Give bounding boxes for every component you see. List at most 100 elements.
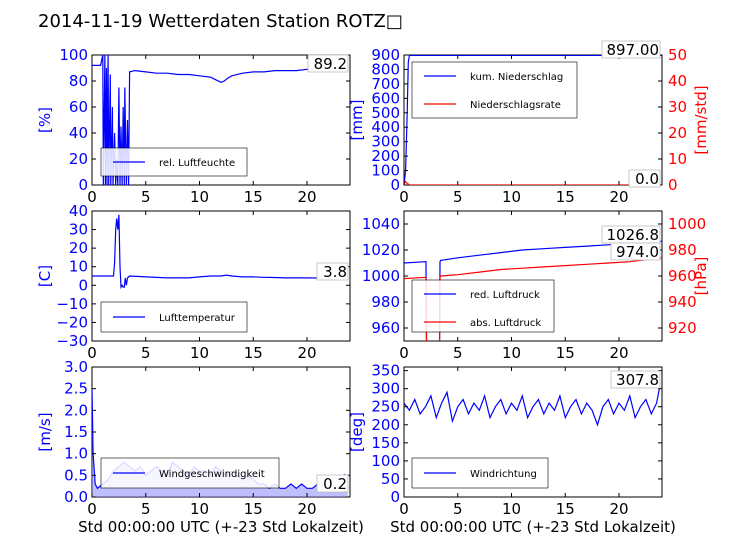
x-tick-label: 0 [87, 500, 97, 518]
y-tick-label-right: 940 [668, 293, 697, 311]
y-tick-label-right: 960 [668, 267, 697, 285]
x-tick-label: 15 [244, 344, 263, 362]
y-tick-label: 40 [69, 124, 88, 142]
y-axis-label: [mm] [348, 100, 366, 141]
y-tick-label-right: 50 [668, 46, 687, 64]
y-tick-label-right: 20 [668, 124, 687, 142]
x-tick-label: 5 [141, 500, 151, 518]
y-tick-label: 1.5 [64, 423, 88, 441]
x-tick-label: 20 [609, 344, 628, 362]
legend-label: Niederschlagsrate [470, 100, 561, 111]
panel-0: 0 5 10 15 20 0 20 40 60 80 100 [%] 89.2 rel. Luftfeuc… [36, 46, 351, 206]
x-tick-label: 0 [399, 344, 409, 362]
legend: Windgeschwindigkeit [100, 457, 280, 489]
x-tick-label: 5 [453, 500, 463, 518]
y-tick-label: 0 [390, 488, 400, 506]
panel-3: 0 5 10 15 20 960 980 1000 1020 1040 920 940 960 980 10… [362, 210, 710, 362]
legend-label: abs. Luftdruck [470, 318, 541, 329]
figure-title: 2014-11-19 Wetterdaten Station ROTZ□ [38, 11, 403, 32]
current-value: 89.2 [314, 55, 347, 73]
current-value: 3.8 [323, 263, 347, 281]
value-box [628, 169, 661, 188]
x-tick-label: 10 [190, 188, 209, 206]
y-axis-label: [m/s] [36, 412, 54, 451]
y-tick-label-right: 40 [668, 72, 687, 90]
legend-box [100, 147, 248, 177]
x-tick-label: 15 [244, 500, 263, 518]
y-tick-label: 800 [371, 60, 400, 78]
x-tick-label: 10 [502, 344, 521, 362]
y-tick-label: 200 [371, 416, 400, 434]
y-tick-label: −30 [56, 332, 88, 350]
x-tick-label: 20 [297, 500, 316, 518]
legend-label: red. Luftdruck [470, 290, 540, 301]
panel-4: 0 5 10 15 20 0.0 0.5 1.0 1.5 2.0 2.5 3.0 [m/s] Std 00… [36, 358, 364, 536]
value-box [601, 40, 661, 59]
y-tick-label: 200 [371, 147, 400, 165]
value-box [610, 370, 661, 389]
legend-box [411, 61, 578, 119]
legend-label: kum. Niederschlag [470, 72, 563, 83]
y-tick-label: 100 [371, 452, 400, 470]
y-tick-label: 10 [69, 258, 88, 276]
x-tick-label: 15 [556, 344, 575, 362]
y-tick-label: 600 [371, 89, 400, 107]
x-tick-label: 0 [399, 500, 409, 518]
x-tick-label: 5 [141, 344, 151, 362]
y-axis-label-right: [hPa] [692, 257, 710, 296]
y-tick-label: 2.0 [64, 401, 88, 419]
y-tick-label: 30 [69, 221, 88, 239]
legend: Lufttemperatur [100, 301, 248, 333]
x-tick-label: 20 [609, 188, 628, 206]
y-tick-label-right: 920 [668, 319, 697, 337]
x-tick-label: 10 [502, 500, 521, 518]
y-tick-label: 0 [78, 176, 88, 194]
x-tick-label: 10 [190, 344, 209, 362]
y-tick-label: 50 [381, 470, 400, 488]
panel-1: 0 5 10 15 2001002003004005006007008009000102… [348, 40, 710, 206]
y-tick-label: 400 [371, 118, 400, 136]
y-tick-label: 80 [69, 72, 88, 90]
y-tick-label: 0.5 [64, 466, 88, 484]
y-tick-label: −20 [56, 313, 88, 331]
series-line-0 [92, 55, 348, 185]
y-tick-label: 900 [371, 46, 400, 64]
y-tick-label-right: 30 [668, 98, 687, 116]
legend-box [411, 279, 555, 333]
legend-label: Windrichtung [470, 469, 537, 480]
y-axis-label: [deg] [348, 412, 366, 452]
value-box [610, 242, 661, 261]
current-value: 307.8 [616, 371, 659, 389]
y-tick-label: 20 [69, 239, 88, 257]
series-line-1 [404, 257, 662, 341]
current-value: 1026.8 [607, 226, 660, 244]
y-tick-label: 1000 [362, 267, 400, 285]
x-axis-label: Std 00:00:00 UTC (+-23 Std Lokalzeit) [390, 518, 676, 536]
y-tick-label: 2.5 [64, 380, 88, 398]
x-tick-label: 5 [453, 344, 463, 362]
y-tick-label: 300 [371, 380, 400, 398]
x-tick-label: 20 [297, 344, 316, 362]
legend: kum. Niederschlag Niederschlagsrate [411, 61, 578, 119]
y-tick-label-right: 980 [668, 241, 697, 259]
y-axis-label: [%] [36, 107, 54, 133]
x-tick-label: 20 [297, 188, 316, 206]
x-tick-label: 0 [87, 188, 97, 206]
panel-frame [91, 54, 351, 186]
y-tick-label: 500 [371, 104, 400, 122]
y-tick-label: 0 [78, 276, 88, 294]
current-value: 0.2 [323, 475, 347, 493]
value-box [316, 474, 349, 493]
y-tick-label: 250 [371, 398, 400, 416]
y-tick-label: 1020 [362, 241, 400, 259]
panel-frame [403, 366, 663, 498]
legend-label: Windgeschwindigkeit [159, 469, 265, 480]
legend: rel. Luftfeuchte [100, 147, 248, 177]
y-tick-label: 1.0 [64, 445, 88, 463]
y-tick-label: 100 [371, 162, 400, 180]
x-tick-label: 15 [244, 188, 263, 206]
y-tick-label: 980 [371, 293, 400, 311]
y-tick-label: 0.0 [64, 488, 88, 506]
